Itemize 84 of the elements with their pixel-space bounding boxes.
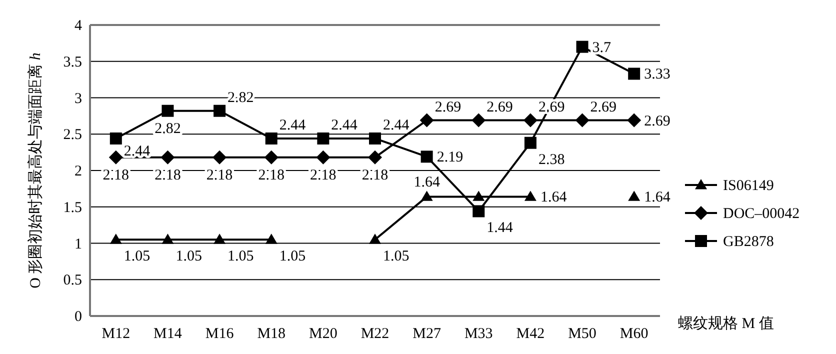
- point: [110, 132, 122, 144]
- point: [265, 132, 278, 144]
- data-label: 1.05: [279, 248, 306, 265]
- y-tick-label: 1: [74, 236, 82, 252]
- x-axis-title: 螺纹规格 M 值: [678, 315, 774, 332]
- point: [472, 190, 485, 201]
- x-tick-label: M33: [464, 326, 493, 342]
- point: [369, 234, 381, 244]
- point: [472, 113, 486, 128]
- x-tick-label: M12: [102, 326, 130, 342]
- data-label: 1.05: [124, 248, 150, 265]
- data-label: 2.44: [124, 143, 151, 160]
- data-label: 2.18: [258, 167, 284, 184]
- y-tick-label: 3.5: [63, 54, 82, 70]
- data-label: 2.19: [436, 150, 464, 166]
- y-tick-label: 4: [74, 18, 82, 34]
- point: [576, 40, 588, 53]
- point: [628, 68, 640, 80]
- data-label: 1.64: [414, 174, 440, 191]
- data-label: 3.7: [592, 40, 612, 56]
- data-label: 1.05: [176, 248, 202, 265]
- point: [420, 190, 433, 201]
- data-label: 2.69: [644, 113, 670, 130]
- y-tick-label: 1.5: [63, 200, 82, 216]
- x-tick-label: M60: [620, 326, 648, 342]
- y-axis-title: O 形圈初始时其最高处与端面距离 h: [27, 52, 44, 288]
- point: [162, 234, 174, 244]
- data-label: 2.69: [434, 99, 462, 116]
- point: [524, 190, 536, 201]
- data-label: 2.18: [206, 167, 233, 184]
- point: [212, 150, 227, 164]
- point: [214, 234, 226, 244]
- y-tick-label: 0: [74, 309, 82, 325]
- data-label: 3.33: [644, 66, 670, 83]
- y-tick-label: 2.5: [63, 127, 82, 144]
- y-tick-label: 0.5: [63, 272, 82, 289]
- point: [160, 150, 175, 164]
- point: [110, 234, 122, 244]
- legend-label: IS06149: [723, 178, 774, 194]
- y-tick-label: 2: [74, 164, 82, 180]
- x-tick-label: M14: [154, 326, 182, 342]
- point: [472, 205, 485, 218]
- data-label: 1.05: [228, 248, 254, 265]
- data-label: 2.18: [362, 167, 388, 184]
- point: [264, 150, 278, 164]
- point: [316, 150, 330, 164]
- point: [575, 113, 590, 128]
- x-tick-label: M16: [205, 326, 234, 342]
- x-tick-label: M42: [516, 326, 545, 342]
- point: [628, 190, 640, 201]
- point: [420, 113, 434, 128]
- x-tick-label: M50: [568, 326, 596, 342]
- point: [524, 136, 536, 149]
- point: [627, 113, 642, 128]
- data-label: 2.38: [538, 152, 565, 168]
- data-label: 2.82: [154, 120, 181, 137]
- data-label: 2.18: [102, 167, 130, 184]
- data-label: 2.44: [383, 117, 410, 134]
- point: [265, 234, 278, 244]
- point: [369, 132, 381, 144]
- data-label: 2.18: [154, 167, 181, 184]
- legend-label: DOC–00042: [723, 206, 800, 222]
- data-label: 2.69: [486, 99, 513, 116]
- x-tick-label: M27: [412, 326, 442, 342]
- point: [368, 150, 382, 164]
- data-label: 1.64: [644, 190, 671, 206]
- data-label: 2.44: [279, 117, 306, 134]
- point: [317, 132, 330, 144]
- y-tick-label: 3: [74, 90, 82, 107]
- data-label: 2.69: [590, 99, 617, 116]
- data-label: 1.05: [383, 248, 410, 265]
- data-label: 1.64: [540, 190, 568, 206]
- x-tick-label: M20: [309, 326, 338, 342]
- x-tick-label: M18: [257, 326, 286, 342]
- data-label: 1.44: [486, 220, 514, 236]
- point: [162, 104, 174, 117]
- point: [214, 104, 226, 117]
- point: [108, 150, 123, 164]
- data-label: 2.18: [310, 167, 336, 184]
- x-tick-label: M22: [360, 326, 390, 342]
- legend-label: GB2878: [723, 234, 774, 250]
- data-label: 2.44: [331, 117, 358, 134]
- point: [523, 113, 538, 128]
- point: [420, 150, 433, 163]
